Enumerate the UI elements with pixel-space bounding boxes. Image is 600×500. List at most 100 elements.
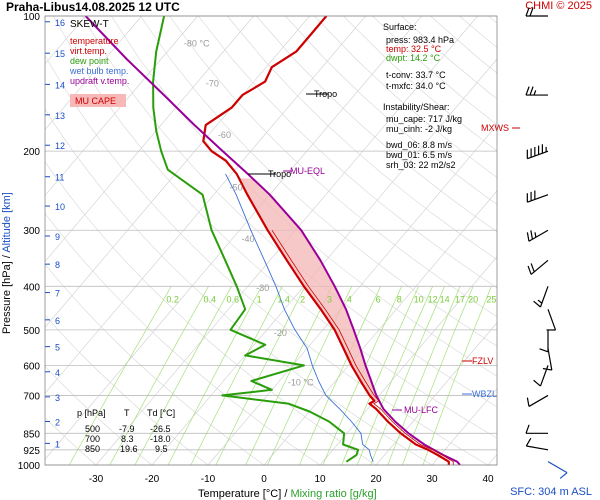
- mucinh-value: mu_cinh: -2 J/kg: [386, 124, 452, 134]
- profile-lines: [84, 16, 461, 465]
- isotherm: [151, 58, 497, 465]
- pressure-tick-label: 850: [23, 429, 40, 440]
- isotherm: [431, 388, 497, 465]
- altitude-tick-label: 11: [55, 173, 64, 183]
- wind-barb-flag: [525, 424, 530, 434]
- dry-adiabat: [169, 16, 497, 318]
- pressure-tick-label: 200: [23, 147, 40, 158]
- isotherm: [375, 322, 497, 465]
- wind-barb: [525, 7, 548, 17]
- altitude-tick-label: 6: [55, 316, 60, 326]
- mixing-ratio-line: [402, 286, 474, 465]
- series-virtual-temperature: [271, 229, 454, 465]
- mu-cape-badge-label: MU CAPE: [75, 96, 116, 106]
- surface-info-box: Surface: press: 983.4 hPa temp: 32.5 °C …: [383, 22, 462, 170]
- surface-tconv: t-conv: 33.7 °C: [386, 70, 446, 80]
- wind-barb: [542, 348, 553, 371]
- isotherm: [45, 16, 142, 131]
- wind-barb-shaft: [528, 229, 549, 242]
- dry-adiabat: [227, 16, 497, 260]
- altitude-tick-label: 13: [55, 111, 65, 121]
- legend-wet-bulb: wet bulb temp.: [69, 66, 129, 76]
- wbzl-label: WBZL: [472, 389, 497, 399]
- wind-barb-flag: [542, 367, 552, 371]
- surface-press: press: 983.4 hPa: [386, 35, 454, 45]
- mixing-ratio-line: [167, 286, 263, 465]
- isotherm: [544, 16, 600, 465]
- wind-barb: [527, 259, 549, 275]
- wind-barb-flag: [530, 263, 535, 273]
- dry-adiabat: [314, 16, 497, 178]
- wind-barb: [525, 424, 548, 434]
- pressure-tick-label: 100: [23, 12, 40, 23]
- table-header-p: p [hPa]: [77, 408, 106, 418]
- wind-barb-half-flag: [534, 232, 537, 238]
- table-cell: 8.3: [121, 434, 134, 444]
- annotations: -80 °C -70 -60 -50 -40 -30 -20 -10 °C 0.2 0.4 0.6 1…: [166, 39, 520, 415]
- legend-temperature: temperature: [70, 36, 119, 46]
- isotherm: [319, 256, 497, 465]
- series-updraft-v-temp-: [84, 16, 461, 465]
- table-cell: 9.5: [155, 444, 168, 454]
- surface-temp: temp: 32.5 °C: [386, 44, 442, 54]
- pressure-tick-label: 300: [23, 226, 40, 237]
- wind-barb-flag: [559, 472, 568, 479]
- mixing-ratio-label: 14: [440, 294, 450, 304]
- pressure-gridlines: [45, 15, 497, 466]
- wind-barb-flag: [525, 86, 530, 96]
- wind-barb-flag: [539, 348, 549, 353]
- axes: -30 -20 -10 0 10 20 30 401002003004005006007008…: [18, 12, 498, 485]
- wind-barb-shaft: [527, 150, 549, 160]
- wind-barb-shaft: [539, 286, 549, 308]
- mixing-ratio-label: 12: [428, 294, 438, 304]
- altitude-tick-label: 2: [55, 417, 60, 427]
- wind-barb-flag: [529, 7, 534, 17]
- fzlv-label: FZLV: [472, 356, 493, 366]
- legend-title: SKEW-T: [70, 19, 109, 30]
- altitude-tick-label: 7: [55, 289, 60, 299]
- wind-barb: [525, 86, 548, 96]
- altitude-tick-label: 10: [55, 202, 65, 212]
- wind-barb-flag: [530, 230, 534, 240]
- sounding-datetime: 14.08.2025 12 UTC: [75, 0, 180, 14]
- bwd01-value: bwd_01: 6.5 m/s: [386, 150, 453, 160]
- temperature-axis-label: Temperature [°C]: [198, 488, 282, 500]
- wind-barb-flag: [533, 379, 541, 387]
- table-cell: -7.9: [119, 424, 135, 434]
- mixing-ratio-label: 6: [376, 294, 381, 304]
- altitude-tick-label: 9: [55, 232, 60, 242]
- table-header-td: Td [°C]: [147, 408, 175, 418]
- axis-separator: /: [284, 488, 288, 500]
- table-cell: -26.5: [150, 424, 171, 434]
- x-axis-title: Temperature [°C] / Mixing ratio [g/kg]: [198, 488, 377, 500]
- x-tick-label: 0: [261, 474, 267, 485]
- wind-barb: [526, 144, 549, 160]
- station-name: Praha-Libus: [6, 0, 76, 14]
- mixing-ratio-label: 1: [257, 294, 262, 304]
- bwd06-value: bwd_06: 8.8 m/s: [386, 140, 453, 150]
- wind-barb-shaft: [528, 394, 549, 407]
- mixing-ratio-line: [215, 286, 306, 465]
- mxws-label: MXWS: [481, 123, 509, 133]
- mixing-ratio-label: 4: [347, 294, 352, 304]
- wind-barb: [533, 286, 549, 308]
- isotherm-label: -50: [230, 182, 243, 192]
- mixing-ratio-label: 0.2: [166, 294, 179, 304]
- wind-barb-flag: [526, 232, 530, 242]
- legend-updraft: updraft v.temp.: [70, 76, 129, 86]
- isotherm-label: -80 °C: [184, 39, 210, 49]
- wind-barb: [547, 461, 568, 479]
- altitude-tick-label: 16: [55, 18, 65, 28]
- altitude-tick-label: 4: [55, 368, 60, 378]
- isotherm-label: -70: [206, 79, 219, 89]
- mixing-ratio-label: 2: [300, 294, 305, 304]
- wind-barb-flag: [525, 437, 532, 447]
- wind-barb-shaft: [539, 365, 549, 387]
- altitude-tick-label: 14: [55, 80, 65, 90]
- dry-adiabat: [285, 16, 497, 205]
- pressure-tick-label: 600: [23, 361, 40, 372]
- mixing-ratio-label: 25: [486, 294, 496, 304]
- altitude-tick-label: 1: [55, 439, 60, 449]
- isotherm-label: -40: [242, 234, 255, 244]
- altitude-tick-label: 8: [55, 260, 60, 270]
